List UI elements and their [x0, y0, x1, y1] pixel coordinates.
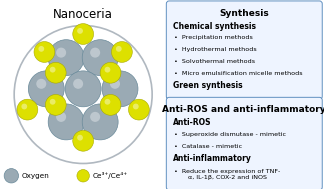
Circle shape: [56, 112, 66, 122]
Circle shape: [17, 99, 38, 120]
Circle shape: [65, 71, 101, 107]
Text: •  Micro emulsification micelle methods: • Micro emulsification micelle methods: [174, 71, 303, 76]
Circle shape: [82, 104, 118, 140]
Text: Anti-inflammatory: Anti-inflammatory: [173, 154, 251, 163]
Circle shape: [111, 42, 132, 62]
Circle shape: [50, 99, 55, 105]
Circle shape: [110, 79, 120, 89]
Text: Ce³⁺/Ce⁴⁺: Ce³⁺/Ce⁴⁺: [92, 172, 127, 179]
Circle shape: [77, 135, 83, 141]
Circle shape: [90, 48, 100, 58]
Circle shape: [105, 67, 110, 73]
Circle shape: [73, 79, 83, 89]
Circle shape: [28, 71, 64, 107]
Circle shape: [129, 99, 149, 120]
Text: •  Catalase - mimetic: • Catalase - mimetic: [174, 144, 243, 149]
Circle shape: [38, 46, 44, 52]
Circle shape: [34, 42, 55, 62]
Text: Synthesis: Synthesis: [219, 9, 269, 18]
Text: •  Solvothermal methods: • Solvothermal methods: [174, 59, 256, 64]
Circle shape: [50, 67, 55, 73]
Circle shape: [73, 24, 94, 44]
Text: •  Precipitation methods: • Precipitation methods: [174, 35, 253, 40]
Circle shape: [77, 28, 83, 34]
Text: Anti-ROS: Anti-ROS: [173, 118, 211, 127]
Circle shape: [4, 169, 18, 183]
FancyBboxPatch shape: [166, 1, 322, 99]
Circle shape: [56, 48, 66, 58]
Circle shape: [77, 170, 89, 182]
Circle shape: [100, 94, 121, 115]
Text: Nanoceria: Nanoceria: [53, 8, 113, 21]
Text: •  Hydrothermal methods: • Hydrothermal methods: [174, 47, 257, 52]
FancyBboxPatch shape: [166, 97, 322, 189]
Circle shape: [45, 94, 66, 115]
Circle shape: [14, 26, 152, 163]
Text: •  Reduce the expression of TNF-
       α, IL-1β, COX-2 and iNOS: • Reduce the expression of TNF- α, IL-1β…: [174, 169, 281, 180]
Circle shape: [116, 46, 122, 52]
Text: Green synthesis: Green synthesis: [173, 81, 242, 90]
Circle shape: [105, 99, 110, 105]
Text: Oxygen: Oxygen: [22, 173, 50, 179]
Text: Chemical synthesis: Chemical synthesis: [173, 22, 256, 31]
Circle shape: [48, 104, 84, 140]
Circle shape: [102, 71, 138, 107]
Circle shape: [21, 104, 27, 109]
Circle shape: [36, 79, 46, 89]
Text: Anti-ROS and anti-inflammatory: Anti-ROS and anti-inflammatory: [162, 105, 324, 114]
Circle shape: [133, 104, 139, 109]
Text: •  Superoxide dismutase - mimetic: • Superoxide dismutase - mimetic: [174, 132, 286, 137]
Circle shape: [73, 130, 94, 151]
Circle shape: [100, 62, 121, 83]
Circle shape: [82, 40, 118, 76]
Circle shape: [48, 40, 84, 76]
Circle shape: [90, 112, 100, 122]
Circle shape: [45, 62, 66, 83]
